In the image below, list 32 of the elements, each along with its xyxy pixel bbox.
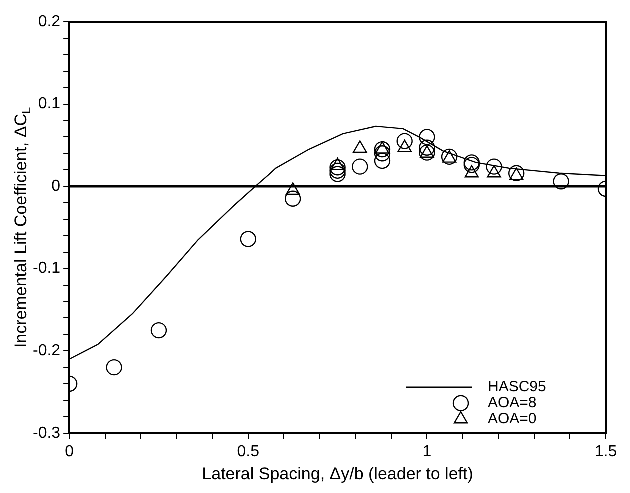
x-tick-label: 0.5	[237, 443, 260, 460]
point	[419, 140, 436, 156]
x-tick-label: 1	[422, 443, 432, 460]
point	[419, 144, 436, 161]
y-tick-label: 0.2	[38, 13, 61, 30]
y-tick-label: -0.3	[32, 424, 61, 442]
point	[330, 162, 346, 180]
point	[486, 158, 502, 175]
point	[330, 160, 346, 176]
legend-label: HASC95	[488, 378, 546, 396]
y-tick-label: -0.2	[32, 342, 61, 360]
point	[396, 133, 413, 150]
point	[150, 322, 168, 339]
x-axis-title: Lateral Spacing, Δy/b (leader to left)	[202, 464, 474, 484]
point	[330, 166, 346, 182]
point	[419, 129, 436, 146]
point	[374, 146, 391, 162]
y-tick-label: -0.1	[32, 260, 61, 278]
point	[284, 190, 302, 207]
point	[352, 158, 368, 175]
point	[374, 141, 391, 158]
point	[374, 152, 391, 170]
x-tick-label: 0	[65, 443, 74, 460]
legend-label: AOA=0	[488, 410, 537, 428]
point	[240, 231, 256, 248]
y-tick-label: 0.1	[38, 96, 61, 113]
y-tick-label: 0	[52, 178, 61, 195]
y-axis-title: Incremental Lift Coefficient, ΔCL	[12, 107, 34, 348]
legend-label: AOA=8	[488, 394, 537, 412]
point	[106, 359, 122, 376]
point	[553, 174, 570, 190]
x-tick-label: 1.5	[594, 443, 618, 460]
